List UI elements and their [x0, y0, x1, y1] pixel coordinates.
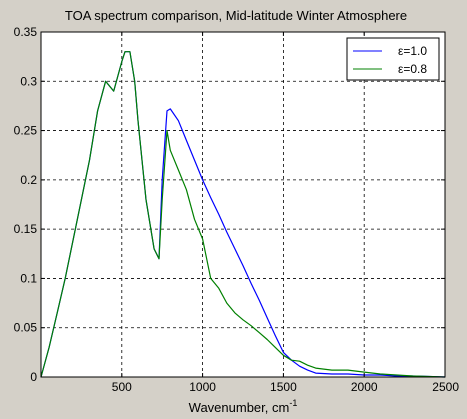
y-tick-labels: 0 0.05 0.1 0.15 0.2 0.25 0.3 0.35: [14, 25, 38, 384]
y-tick-label: 0.35: [14, 25, 38, 39]
plot-frame: [40, 31, 446, 378]
x-tick-label: 1500: [270, 380, 297, 394]
series-line-1: [40, 51, 446, 378]
legend-label-eps-0-8: ε=0.8: [398, 62, 427, 76]
chart-title: TOA spectrum comparison, Mid-latitude Wi…: [65, 8, 407, 23]
legend-label-eps-1-0: ε=1.0: [398, 44, 427, 58]
x-axis-label: Wavenumber, cm-1: [189, 398, 298, 415]
grid-lines: [41, 32, 445, 377]
x-tick-labels: 500 1000 1500 2000 2500: [112, 380, 460, 394]
x-tick-label: 2000: [351, 380, 378, 394]
x-tick-label: 500: [112, 380, 132, 394]
legend-box: [346, 37, 440, 81]
x-tick-label: 1000: [189, 380, 216, 394]
series-lines: [40, 51, 446, 378]
legend: ε=1.0 ε=0.8: [346, 37, 440, 81]
y-tick-label: 0.25: [14, 124, 38, 138]
y-tick-label: 0.1: [20, 271, 37, 285]
y-tick-label: 0.3: [20, 74, 37, 88]
x-tick-label: 2500: [432, 380, 459, 394]
x-axis-label-superscript: -1: [289, 398, 297, 408]
axis-ticks: [41, 31, 446, 378]
plot-area: [41, 32, 445, 377]
y-tick-label: 0.2: [20, 173, 37, 187]
y-tick-label: 0.05: [14, 321, 38, 335]
x-axis-label-text: Wavenumber, cm: [189, 400, 290, 415]
y-tick-label: 0: [30, 370, 37, 384]
y-tick-label: 0.15: [14, 222, 38, 236]
